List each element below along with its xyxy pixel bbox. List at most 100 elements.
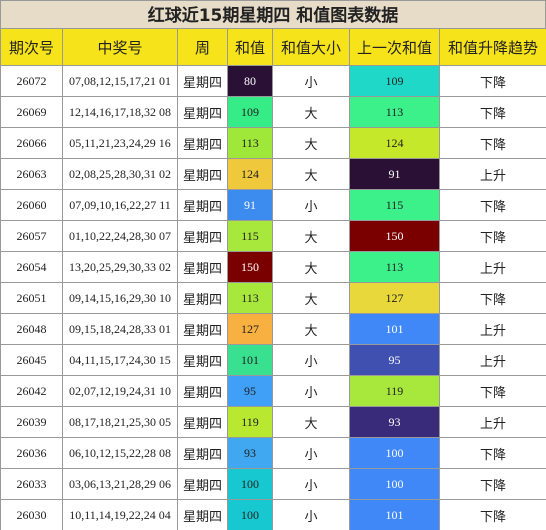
table-row: 26051 09,14,15,16,29,30 10 星期四 113 大 127 下降 (0, 282, 546, 314)
issue-cell: 26036 (0, 437, 63, 469)
issue-cell: 26060 (0, 189, 63, 221)
weekday-cell: 星期四 (177, 251, 228, 283)
column-header: 和值大小 (272, 28, 350, 66)
issue-cell: 26045 (0, 344, 63, 376)
prev-sum-cell: 124 (349, 127, 440, 159)
sum-cell: 115 (227, 220, 273, 252)
size-cell: 小 (272, 499, 350, 530)
weekday-cell: 星期四 (177, 158, 228, 190)
sum-cell: 113 (227, 127, 273, 159)
size-cell: 大 (272, 220, 350, 252)
trend-cell: 上升 (439, 158, 546, 190)
size-cell: 小 (272, 468, 350, 500)
weekday-cell: 星期四 (177, 344, 228, 376)
column-header: 上一次和值 (349, 28, 440, 66)
prev-sum-cell: 91 (349, 158, 440, 190)
table-row: 26054 13,20,25,29,30,33 02 星期四 150 大 113 上升 (0, 251, 546, 283)
trend-cell: 上升 (439, 313, 546, 345)
trend-cell: 下降 (439, 96, 546, 128)
weekday-cell: 星期四 (177, 437, 228, 469)
issue-cell: 26069 (0, 96, 63, 128)
size-cell: 小 (272, 437, 350, 469)
size-cell: 大 (272, 158, 350, 190)
prev-sum-cell: 113 (349, 96, 440, 128)
numbers-cell: 07,08,12,15,17,21 01 (62, 65, 178, 97)
issue-cell: 26063 (0, 158, 63, 190)
table-row: 26069 12,14,16,17,18,32 08 星期四 109 大 113 下降 (0, 96, 546, 128)
weekday-cell: 星期四 (177, 313, 228, 345)
prev-sum-cell: 100 (349, 468, 440, 500)
sum-cell: 127 (227, 313, 273, 345)
weekday-cell: 星期四 (177, 65, 228, 97)
prev-sum-cell: 101 (349, 313, 440, 345)
numbers-cell: 06,10,12,15,22,28 08 (62, 437, 178, 469)
prev-sum-cell: 101 (349, 499, 440, 530)
weekday-cell: 星期四 (177, 189, 228, 221)
issue-cell: 26057 (0, 220, 63, 252)
numbers-cell: 04,11,15,17,24,30 15 (62, 344, 178, 376)
weekday-cell: 星期四 (177, 375, 228, 407)
table-row: 26072 07,08,12,15,17,21 01 星期四 80 小 109 下降 (0, 65, 546, 97)
size-cell: 大 (272, 96, 350, 128)
table-row: 26039 08,17,18,21,25,30 05 星期四 119 大 93 上升 (0, 406, 546, 438)
table-row: 26057 01,10,22,24,28,30 07 星期四 115 大 150 下降 (0, 220, 546, 252)
size-cell: 大 (272, 127, 350, 159)
weekday-cell: 星期四 (177, 282, 228, 314)
numbers-cell: 08,17,18,21,25,30 05 (62, 406, 178, 438)
trend-cell: 下降 (439, 468, 546, 500)
issue-cell: 26030 (0, 499, 63, 530)
numbers-cell: 03,06,13,21,28,29 06 (62, 468, 178, 500)
issue-cell: 26054 (0, 251, 63, 283)
numbers-cell: 02,08,25,28,30,31 02 (62, 158, 178, 190)
prev-sum-cell: 95 (349, 344, 440, 376)
sum-cell: 150 (227, 251, 273, 283)
issue-cell: 26039 (0, 406, 63, 438)
table-row: 26045 04,11,15,17,24,30 15 星期四 101 小 95 上升 (0, 344, 546, 376)
sum-cell: 100 (227, 499, 273, 530)
table-row: 26048 09,15,18,24,28,33 01 星期四 127 大 101 上升 (0, 313, 546, 345)
numbers-cell: 02,07,12,19,24,31 10 (62, 375, 178, 407)
size-cell: 大 (272, 406, 350, 438)
prev-sum-cell: 113 (349, 251, 440, 283)
issue-cell: 26072 (0, 65, 63, 97)
issue-cell: 26066 (0, 127, 63, 159)
sum-cell: 119 (227, 406, 273, 438)
trend-cell: 上升 (439, 251, 546, 283)
table-row: 26060 07,09,10,16,22,27 11 星期四 91 小 115 下降 (0, 189, 546, 221)
table-row: 26042 02,07,12,19,24,31 10 星期四 95 小 119 下降 (0, 375, 546, 407)
prev-sum-cell: 109 (349, 65, 440, 97)
trend-cell: 上升 (439, 406, 546, 438)
numbers-cell: 12,14,16,17,18,32 08 (62, 96, 178, 128)
weekday-cell: 星期四 (177, 220, 228, 252)
sum-cell: 100 (227, 468, 273, 500)
size-cell: 小 (272, 189, 350, 221)
prev-sum-cell: 119 (349, 375, 440, 407)
weekday-cell: 星期四 (177, 127, 228, 159)
table-row: 26033 03,06,13,21,28,29 06 星期四 100 小 100 下降 (0, 468, 546, 500)
sum-cell: 80 (227, 65, 273, 97)
trend-cell: 下降 (439, 375, 546, 407)
size-cell: 小 (272, 375, 350, 407)
prev-sum-cell: 115 (349, 189, 440, 221)
table-row: 26063 02,08,25,28,30,31 02 星期四 124 大 91 上升 (0, 158, 546, 190)
weekday-cell: 星期四 (177, 468, 228, 500)
column-header: 和值 (227, 28, 273, 66)
trend-cell: 下降 (439, 220, 546, 252)
weekday-cell: 星期四 (177, 96, 228, 128)
sum-cell: 101 (227, 344, 273, 376)
size-cell: 大 (272, 282, 350, 314)
data-table: 期次号 中奖号周和值 和值大小 上一次和值 和值升降趋势 26072 07,08,12,1… (0, 28, 546, 530)
prev-sum-cell: 127 (349, 282, 440, 314)
prev-sum-cell: 150 (349, 220, 440, 252)
size-cell: 大 (272, 313, 350, 345)
trend-cell: 下降 (439, 437, 546, 469)
trend-cell: 下降 (439, 65, 546, 97)
sum-cell: 124 (227, 158, 273, 190)
prev-sum-cell: 100 (349, 437, 440, 469)
column-header: 周 (177, 28, 228, 66)
sum-cell: 95 (227, 375, 273, 407)
issue-cell: 26033 (0, 468, 63, 500)
numbers-cell: 05,11,21,23,24,29 16 (62, 127, 178, 159)
trend-cell: 下降 (439, 127, 546, 159)
sum-cell: 91 (227, 189, 273, 221)
